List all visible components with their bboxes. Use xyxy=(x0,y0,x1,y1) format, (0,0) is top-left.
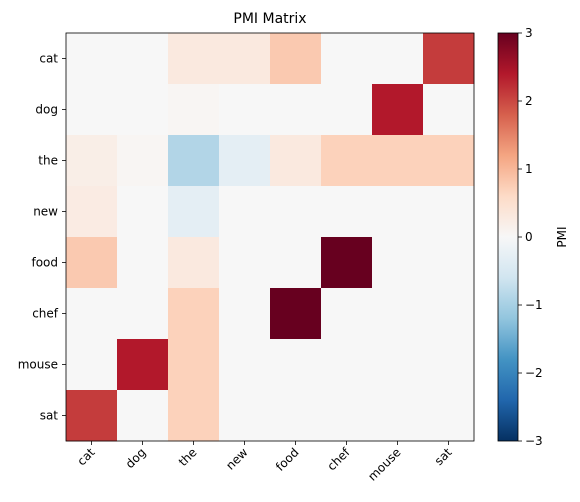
colorbar-tick-label: −1 xyxy=(525,298,543,312)
heatmap-cell xyxy=(423,237,475,289)
heatmap-cell xyxy=(66,339,118,391)
heatmap-cell xyxy=(219,33,271,85)
plot-frame xyxy=(65,32,475,442)
heatmap-cells xyxy=(66,33,475,442)
heatmap-cell xyxy=(66,84,118,136)
y-tick-label: food xyxy=(31,256,58,270)
x-tick-label: sat xyxy=(432,445,455,468)
y-tick-label: new xyxy=(33,205,58,219)
heatmap-cell xyxy=(66,33,118,85)
y-tick-label: sat xyxy=(40,409,59,423)
heatmap-cell xyxy=(117,288,169,340)
heatmap-cell xyxy=(219,84,271,136)
heatmap-cell xyxy=(423,390,475,442)
heatmap-cell xyxy=(321,84,373,136)
heatmap-cell xyxy=(270,84,322,136)
heatmap-cell xyxy=(168,339,220,391)
heatmap-cell xyxy=(321,186,373,238)
heatmap-cell xyxy=(270,186,322,238)
heatmap-cell xyxy=(321,33,373,85)
heatmap-cell xyxy=(372,33,424,85)
heatmap-cell xyxy=(117,135,169,187)
x-tick-label: mouse xyxy=(365,445,403,483)
heatmap-cell xyxy=(168,288,220,340)
heatmap-cell xyxy=(117,390,169,442)
heatmap-cell xyxy=(270,390,322,442)
x-tick-label: cat xyxy=(75,445,98,468)
y-tick-label: dog xyxy=(35,103,58,117)
chart-title: PMI Matrix xyxy=(233,11,306,27)
heatmap-cell xyxy=(66,135,118,187)
heatmap-cell xyxy=(321,288,373,340)
colorbar-label: PMI xyxy=(555,226,569,247)
colorbar-tick-label: 0 xyxy=(525,230,533,244)
heatmap-cell xyxy=(66,186,118,238)
heatmap-cell xyxy=(372,186,424,238)
heatmap-cell xyxy=(66,288,118,340)
colorbar-tick-label: 1 xyxy=(525,162,533,176)
heatmap-cell xyxy=(372,288,424,340)
heatmap-cell xyxy=(66,237,118,289)
heatmap-cell xyxy=(219,339,271,391)
heatmap-cell xyxy=(423,288,475,340)
heatmap-cell xyxy=(219,237,271,289)
heatmap-cell xyxy=(270,288,322,340)
heatmap-cell xyxy=(219,288,271,340)
heatmap-cell xyxy=(117,33,169,85)
heatmap-cell xyxy=(321,339,373,391)
colorbar-tick-label: −3 xyxy=(525,434,543,448)
heatmap-cell xyxy=(321,390,373,442)
heatmap-cell xyxy=(117,84,169,136)
heatmap-cell xyxy=(168,237,220,289)
heatmap-cell xyxy=(66,390,118,442)
heatmap-cell xyxy=(423,339,475,391)
heatmap-cell xyxy=(219,186,271,238)
y-tick-label: cat xyxy=(39,52,58,66)
x-tick-label: chef xyxy=(324,445,353,474)
heatmap-cell xyxy=(321,237,373,289)
heatmap-cell xyxy=(372,84,424,136)
heatmap-cell xyxy=(117,237,169,289)
colorbar: −3 −2 −1 0 1 2 3 xyxy=(497,26,543,448)
heatmap-cell xyxy=(372,339,424,391)
y-tick-label: chef xyxy=(32,307,59,321)
colorbar-tick-label: 3 xyxy=(525,26,533,40)
heatmap-cell xyxy=(321,135,373,187)
heatmap-cell xyxy=(168,84,220,136)
heatmap-cell xyxy=(423,135,475,187)
x-tick-label: dog xyxy=(123,445,149,471)
x-tick-label: food xyxy=(273,445,302,474)
y-tick-label: mouse xyxy=(18,358,58,372)
x-tick-label: the xyxy=(176,445,200,469)
heatmap-cell xyxy=(372,390,424,442)
colorbar-tick-label: 2 xyxy=(525,94,533,108)
heatmap-cell xyxy=(117,186,169,238)
heatmap-cell xyxy=(219,135,271,187)
colorbar-tick-label: −2 xyxy=(525,366,543,380)
heatmap-cell xyxy=(270,339,322,391)
heatmap-cell xyxy=(168,135,220,187)
heatmap-cell xyxy=(372,237,424,289)
heatmap-cell xyxy=(168,186,220,238)
heatmap-cell xyxy=(168,390,220,442)
heatmap-cell xyxy=(423,33,475,85)
heatmap-cell xyxy=(219,390,271,442)
heatmap-cell xyxy=(117,339,169,391)
heatmap-cell xyxy=(270,237,322,289)
heatmap-cell xyxy=(372,135,424,187)
heatmap-cell xyxy=(270,33,322,85)
heatmap-cell xyxy=(270,135,322,187)
colorbar-gradient xyxy=(497,32,519,442)
heatmap-cell xyxy=(423,186,475,238)
x-tick-label: new xyxy=(223,445,251,473)
heatmap-cell xyxy=(168,33,220,85)
heatmap-cell xyxy=(423,84,475,136)
y-tick-label: the xyxy=(38,154,58,168)
